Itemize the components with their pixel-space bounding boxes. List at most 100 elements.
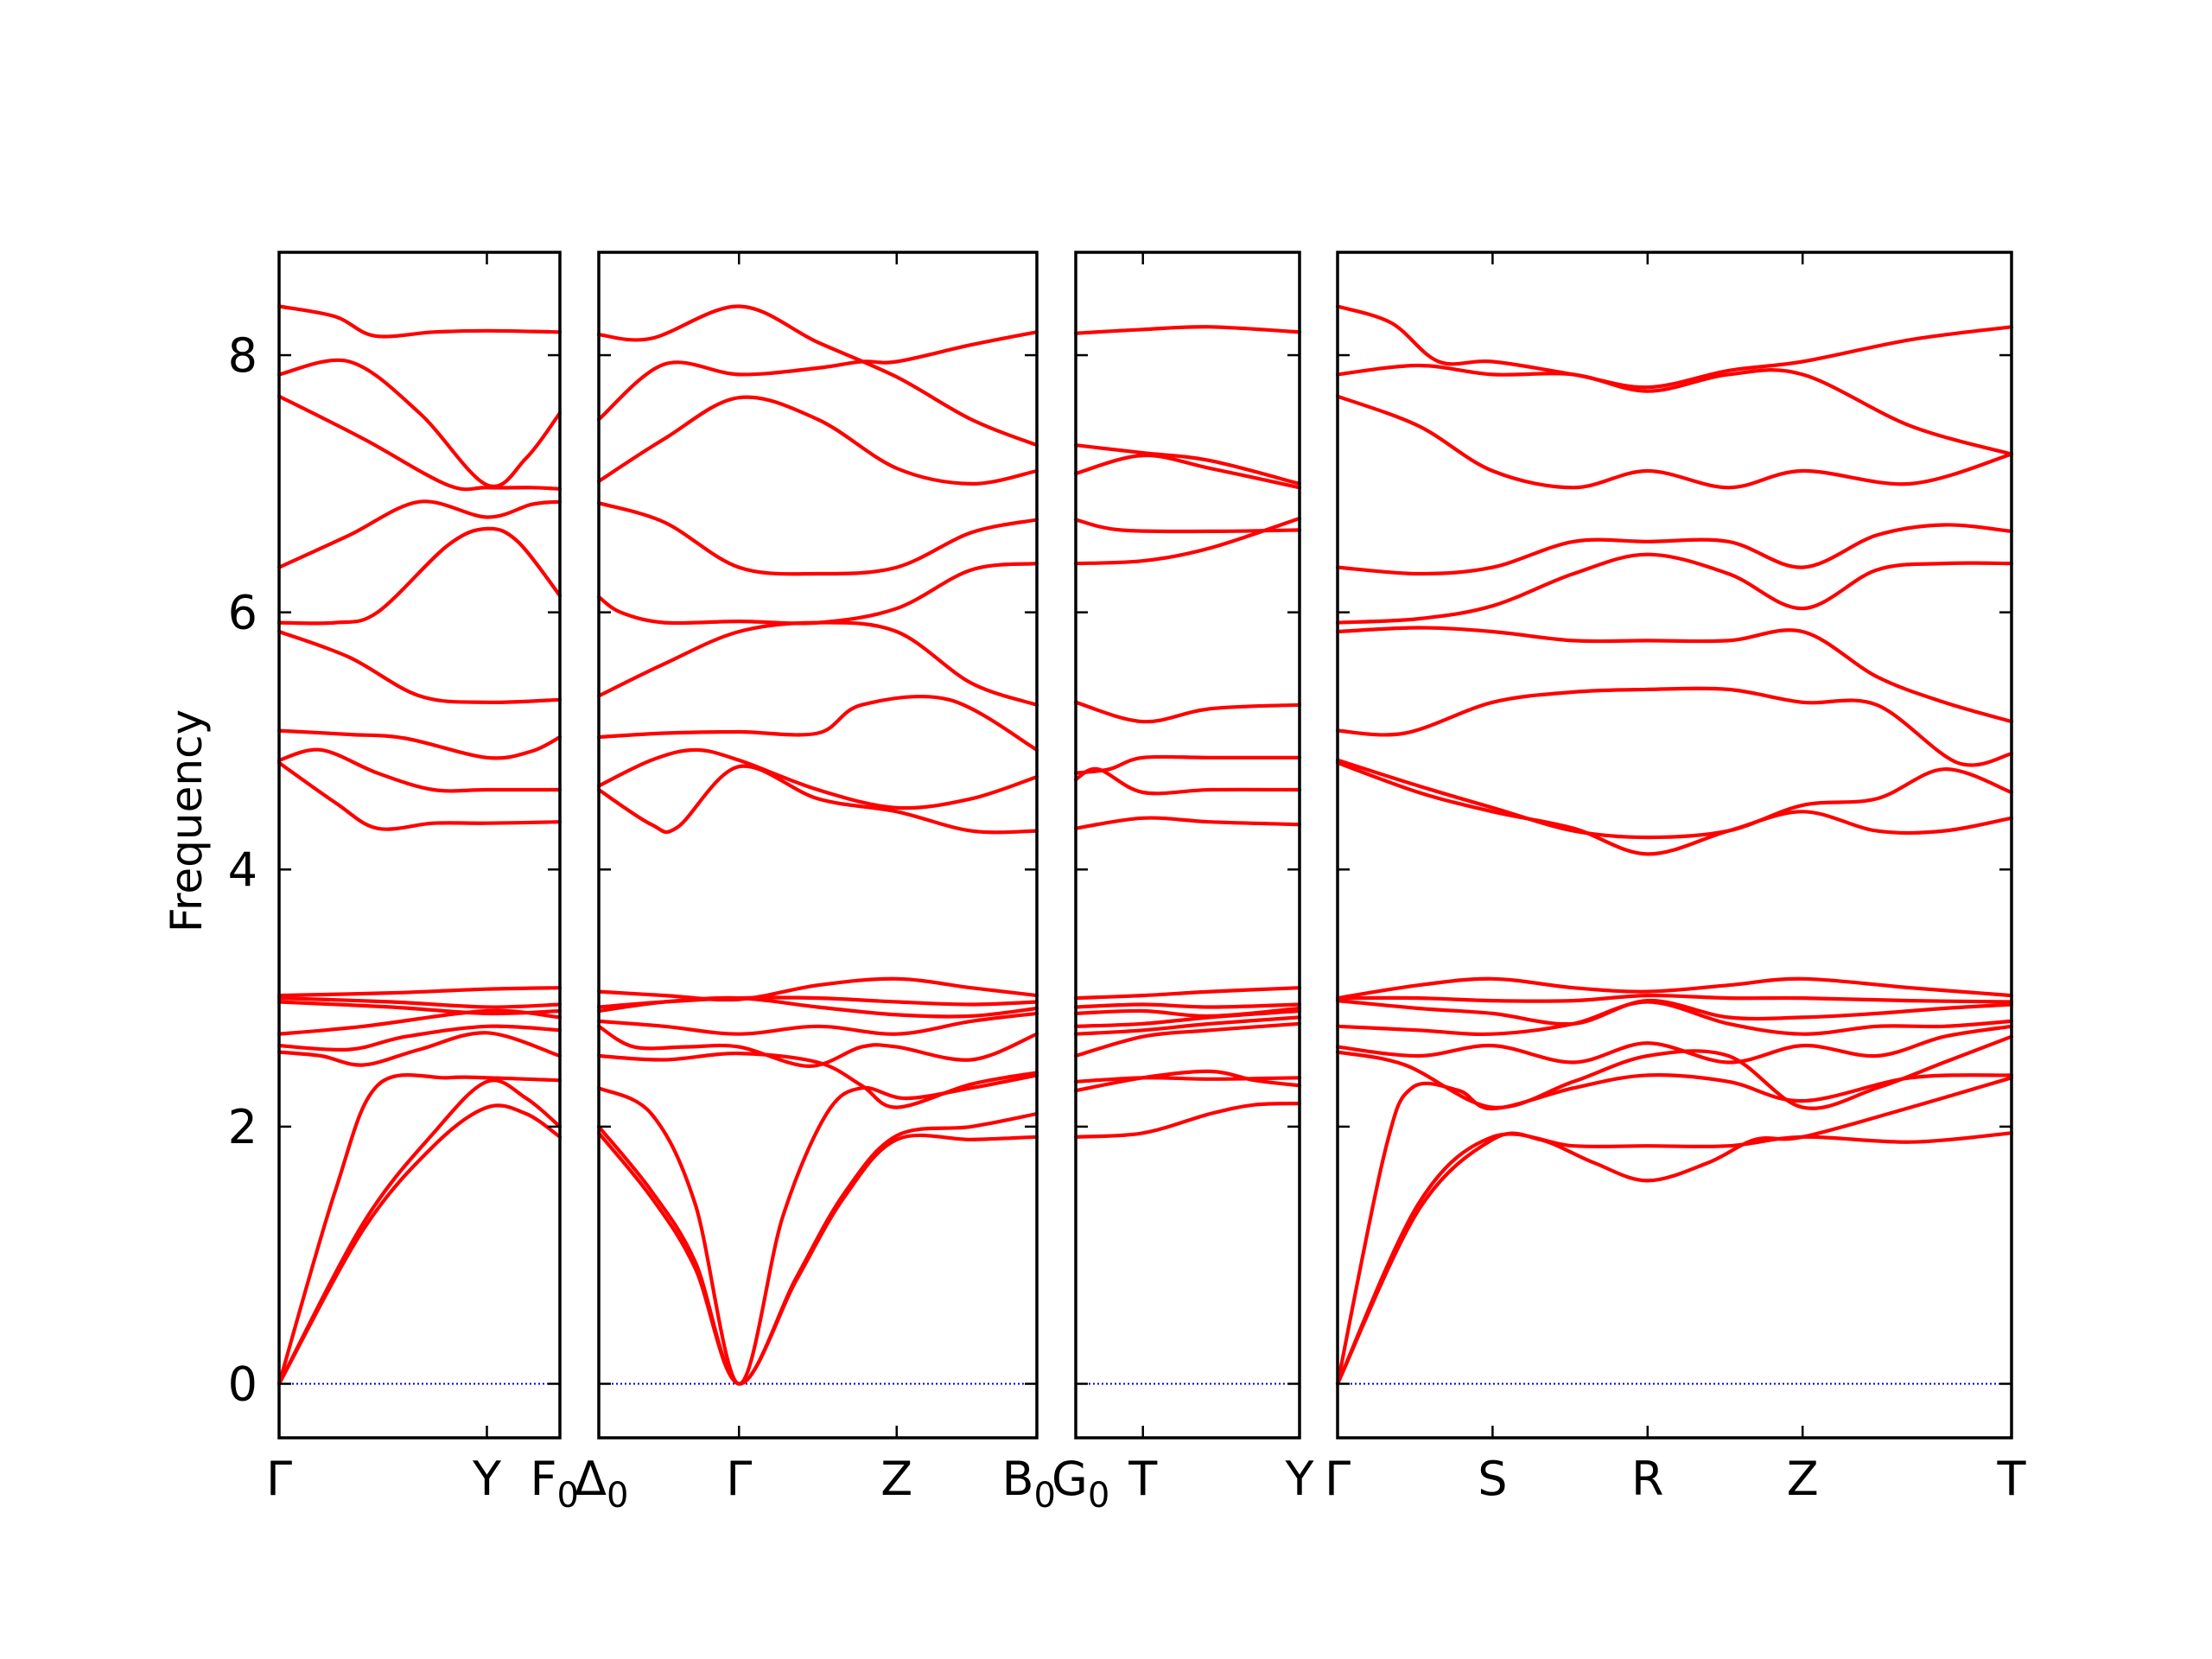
- band-line-9: [1073, 986, 1302, 1001]
- band-line-17: [1335, 363, 2014, 456]
- x-tick-label-subscript: 0: [607, 1476, 628, 1516]
- band-line-1: [1073, 1102, 1302, 1139]
- band-line-10: [596, 764, 1039, 835]
- panel-3: G0 T Y: [1052, 251, 1315, 1516]
- band-line-16: [596, 395, 1039, 486]
- x-tick-label: G0: [1052, 1452, 1109, 1516]
- x-tick-label: Γ: [1325, 1452, 1351, 1506]
- panel-frame: [277, 251, 562, 1440]
- y-tick-label: 2: [228, 1100, 257, 1154]
- band-line-16: [276, 394, 563, 492]
- band-line-13: [1335, 626, 2014, 724]
- band-line-18: [596, 304, 1039, 448]
- band-line-11: [596, 747, 1039, 810]
- band-line-8: [1073, 1002, 1302, 1009]
- band-line-7: [1073, 1006, 1302, 1019]
- y-tick-label: 8: [228, 328, 257, 383]
- band-line-13: [1073, 700, 1302, 724]
- band-line-4: [596, 1051, 1039, 1109]
- x-tick-label: S: [1478, 1452, 1507, 1506]
- band-line-18: [276, 304, 563, 339]
- band-line-17: [596, 330, 1039, 422]
- x-tick-label: Γ: [266, 1452, 292, 1506]
- band-line-11: [276, 747, 563, 793]
- y-axis-label: Frequency: [162, 709, 212, 932]
- band-line-15: [1073, 518, 1302, 534]
- x-tick-label: Δ0: [575, 1452, 628, 1516]
- x-tick-label-subscript: 0: [1088, 1476, 1109, 1516]
- band-line-2: [1073, 1069, 1302, 1093]
- x-tick-label: R: [1631, 1452, 1664, 1506]
- band-line-10: [1335, 760, 2014, 856]
- band-line-1: [596, 1131, 1039, 1386]
- x-tick-label: T: [1128, 1452, 1158, 1506]
- band-line-4: [276, 1031, 563, 1067]
- band-line-16: [1073, 453, 1302, 490]
- band-line-9: [596, 976, 1039, 1002]
- band-line-13: [596, 620, 1039, 707]
- band-line-17: [276, 358, 563, 489]
- band-line-10: [1073, 816, 1302, 830]
- band-line-13: [276, 629, 563, 705]
- panel-1: Γ Y F0: [266, 251, 579, 1516]
- band-line-5: [276, 1024, 563, 1052]
- y-tick-label: 4: [228, 842, 257, 897]
- panel-frame: [1074, 251, 1301, 1440]
- band-line-15: [276, 499, 563, 569]
- x-tick-label: Y: [1285, 1452, 1315, 1506]
- band-line-8: [596, 995, 1039, 1009]
- band-line-11: [1073, 766, 1302, 796]
- band-line-2: [276, 1078, 563, 1386]
- band-line-17: [1073, 443, 1302, 486]
- band-line-9: [1335, 976, 2014, 1001]
- band-line-14: [1073, 516, 1302, 566]
- band-line-8: [276, 996, 563, 1009]
- band-line-6: [1335, 1000, 2014, 1037]
- band-line-4: [1073, 1021, 1302, 1058]
- x-tick-label-subscript: 0: [1034, 1476, 1056, 1516]
- band-line-8: [1335, 993, 2014, 1004]
- band-line-12: [1073, 754, 1302, 775]
- x-tick-label: T: [1997, 1452, 2027, 1506]
- band-line-6: [596, 1011, 1039, 1036]
- x-tick-label: B0: [1002, 1452, 1057, 1516]
- x-tick-label: Z: [1787, 1452, 1819, 1506]
- band-line-16: [1335, 394, 2014, 490]
- band-line-14: [276, 526, 563, 626]
- band-line-5: [1073, 1015, 1302, 1036]
- x-tick-label: Γ: [726, 1452, 752, 1506]
- y-tick-label: 6: [228, 586, 257, 640]
- band-line-3: [276, 1073, 563, 1386]
- y-tick-label: 0: [228, 1357, 257, 1412]
- panel-frame: [1336, 251, 2013, 1440]
- x-tick-label: Y: [472, 1452, 502, 1506]
- band-line-2: [596, 1111, 1039, 1386]
- band-line-7: [1335, 998, 2014, 1027]
- band-line-15: [1335, 523, 2014, 576]
- band-line-5: [1335, 1024, 2014, 1065]
- band-line-9: [276, 986, 563, 998]
- band-line-5: [596, 1024, 1039, 1068]
- x-tick-label-subscript: 0: [557, 1476, 579, 1516]
- band-line-11: [1335, 758, 2014, 840]
- band-line-3: [1335, 1073, 2014, 1386]
- panel-frame: [597, 251, 1039, 1440]
- band-line-18: [1335, 304, 2014, 390]
- band-line-18: [1073, 325, 1302, 335]
- band-line-14: [596, 562, 1039, 626]
- x-tick-label: F0: [530, 1452, 579, 1516]
- band-line-12: [596, 695, 1039, 752]
- band-line-3: [1073, 1076, 1302, 1084]
- band-line-3: [596, 1073, 1039, 1386]
- band-line-7: [276, 1000, 563, 1016]
- band-line-2: [1335, 1076, 2014, 1386]
- band-line-10: [276, 760, 563, 831]
- band-line-12: [1335, 686, 2014, 767]
- band-line-1: [1335, 1131, 2014, 1386]
- band-line-14: [1335, 552, 2014, 625]
- band-line-15: [596, 501, 1039, 576]
- x-tick-label: Z: [880, 1452, 912, 1506]
